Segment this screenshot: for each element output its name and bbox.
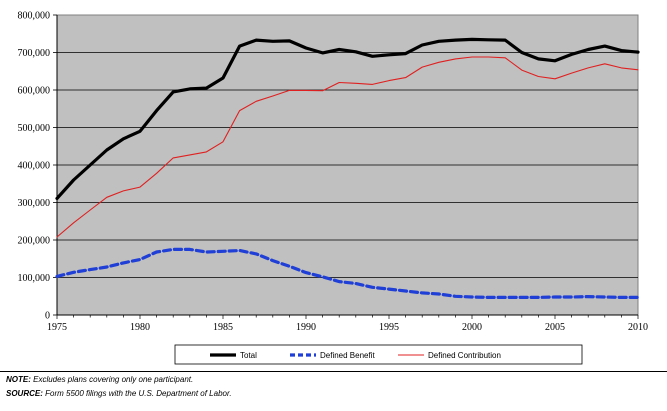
legend-label: Defined Benefit — [320, 351, 375, 360]
source-label: SOURCE: — [6, 389, 43, 398]
series-line-total — [55, 37, 640, 200]
legend-label: Defined Contribution — [428, 351, 501, 360]
series-lines — [55, 37, 640, 299]
y-tick-label: 400,000 — [18, 161, 51, 172]
note-label: NOTE: — [6, 375, 31, 384]
x-tick-label: 1975 — [47, 322, 67, 333]
x-tick-label: 1990 — [296, 322, 316, 333]
legend-label: Total — [240, 351, 257, 360]
legend: Total Defined Benefit Defined Contribution — [174, 344, 583, 365]
y-tick-label: 800,000 — [18, 11, 51, 22]
series-line-defined-benefit — [55, 247, 640, 299]
y-tick-label: 500,000 — [18, 123, 51, 134]
y-tick-label: 300,000 — [18, 198, 51, 209]
x-tick-label: 1980 — [130, 322, 150, 333]
x-tick-label: 1995 — [379, 322, 399, 333]
y-tick-label: 200,000 — [18, 236, 51, 247]
notes-divider — [0, 371, 667, 372]
note-line: NOTE: Excludes plans covering only one p… — [6, 375, 193, 384]
x-tick-label: 1985 — [213, 322, 233, 333]
x-axis-tick-labels: 1975 1980 1985 1990 1995 2000 2005 2010 — [47, 315, 648, 333]
source-text: Form 5500 filings with the U.S. Departme… — [42, 389, 232, 398]
y-tick-label: 700,000 — [18, 48, 51, 59]
line-chart: 0 100,000 200,000 300,000 400,000 500,000 600,… — [18, 11, 648, 365]
x-tick-label: 2010 — [628, 322, 648, 333]
y-axis-tick-labels: 0 100,000 200,000 300,000 400,000 500,000 600,… — [18, 11, 57, 322]
legend-box — [174, 344, 583, 365]
y-tick-label: 600,000 — [18, 86, 51, 97]
source-line: SOURCE: Form 5500 filings with the U.S. … — [6, 389, 232, 398]
x-tick-label: 2005 — [545, 322, 565, 333]
series-line-defined-contribution — [56, 56, 639, 238]
x-tick-label: 2000 — [462, 322, 482, 333]
note-text: Excludes plans covering only one partici… — [30, 375, 194, 384]
y-tick-label: 100,000 — [18, 273, 51, 284]
y-tick-label: 0 — [45, 311, 50, 322]
